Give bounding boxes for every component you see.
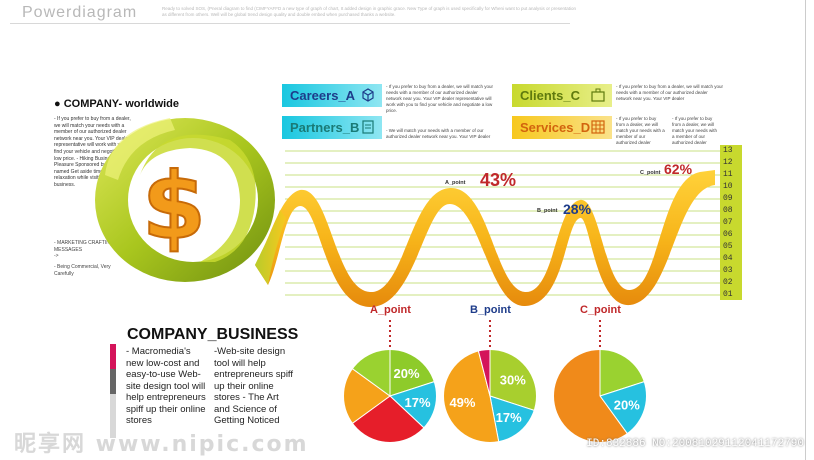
scale-tick: 10 <box>723 182 733 191</box>
pie-slice-label: 30% <box>500 372 526 387</box>
tag-services[interactable]: Services_D <box>512 116 612 139</box>
tag-services-label: Services_D <box>520 120 591 135</box>
pie-slice-label: 17% <box>496 410 522 425</box>
scale-tick: 08 <box>723 206 733 215</box>
scale-tick: 01 <box>723 290 733 299</box>
scale-bar: 13 12 11 10 09 08 07 06 05 04 03 02 01 <box>720 145 742 300</box>
page-border <box>805 0 806 460</box>
pie-slice-label: 17% <box>405 395 431 410</box>
ribbon-point-c-percent: 62% <box>664 161 693 177</box>
business-col-2: -Web-site design tool will help entrepre… <box>214 346 294 426</box>
color-bar-magenta <box>110 344 116 369</box>
bullet-icon: ● <box>54 98 61 110</box>
scale-tick: 07 <box>723 218 733 227</box>
ribbon-point-a-percent: 43% <box>480 170 517 190</box>
company-footer: - Being Commercial, Very Carefully <box>54 264 111 277</box>
pie-b-label: B_point <box>470 304 511 316</box>
tag-partners[interactable]: Partners_B <box>282 116 382 139</box>
pie-c-label: C_point <box>580 304 621 316</box>
tag-partners-desc: - We will match your needs with a member… <box>386 128 491 139</box>
header-bar: Powerdiagram Ready to solved SOS, (Pnera… <box>10 2 576 24</box>
watermark-logo: 昵享网 www.nipic.com <box>14 432 309 457</box>
scale-tick: 13 <box>723 146 733 155</box>
scale-tick: 02 <box>723 278 733 287</box>
ribbon-connector <box>255 210 286 285</box>
ring-shape <box>95 118 275 282</box>
pie-c: 20% <box>552 348 648 444</box>
color-bar-light <box>110 394 116 438</box>
tag-partners-label: Partners_B <box>290 120 360 135</box>
pie-slice-label: 20% <box>394 366 420 381</box>
watermark-id: ID:832886 NO:20081029112041172790 <box>586 438 804 450</box>
scale-tick: 12 <box>723 158 733 167</box>
tag-clients-label: Clients_C <box>520 88 580 103</box>
dollar-icon: $ <box>142 153 206 260</box>
wave-ribbon <box>255 170 715 308</box>
tag-careers[interactable]: Careers_A <box>282 84 382 107</box>
cube-icon <box>362 88 374 102</box>
ribbon-point-a-label: A_point <box>445 180 466 186</box>
company-title-text: COMPANY- worldwide <box>63 98 180 110</box>
brand-title: Powerdiagram <box>22 4 138 21</box>
ribbon-point-b-label: B_point <box>537 208 558 214</box>
scale-tick: 11 <box>723 170 733 179</box>
pie-outline <box>342 348 438 444</box>
pie-slice-label: 49% <box>449 395 475 410</box>
scale-tick: 05 <box>723 242 733 251</box>
company-title: ● COMPANY- worldwide <box>54 98 179 110</box>
pie-slice-label: 20% <box>614 398 640 413</box>
scale-tick: 09 <box>723 194 733 203</box>
color-bar-gray <box>110 369 116 394</box>
tag-careers-desc: - If you prefer to buy from a dealer, we… <box>386 84 494 113</box>
scale-tick: 06 <box>723 230 733 239</box>
company-tagline: - MARKETING CRAFTING MESSAGES -> <box>54 240 124 260</box>
tag-clients-desc: - If you prefer to buy from a dealer, we… <box>616 84 724 101</box>
tag-services-desc-1: - If you prefer to buy from a dealer, we… <box>616 116 665 145</box>
pie-a: 20% 17% <box>342 348 438 444</box>
tag-careers-label: Careers_A <box>290 88 356 103</box>
ribbon-point-b-percent: 28% <box>563 201 592 217</box>
ribbon-point-c-label: C_point <box>640 170 661 176</box>
pie-outline <box>552 348 648 444</box>
tagline-text: - MARKETING CRAFTING MESSAGES <box>54 240 114 253</box>
pie-outline <box>442 348 538 444</box>
briefcase-icon <box>591 88 605 102</box>
business-col-1: - Macromedia's new low-cost and easy-to-… <box>126 346 206 426</box>
company-text: - If you prefer to buy from a dealer, we… <box>54 116 132 188</box>
pie-a-label: A_point <box>370 304 411 316</box>
business-title: COMPANY_BUSINESS <box>127 326 299 343</box>
pie-b: 30% 17% 49% <box>442 348 538 444</box>
scale-tick: 04 <box>723 254 733 263</box>
tag-services-desc-2: - If you prefer to buy from a dealer, we… <box>672 116 718 145</box>
scale-tick: 03 <box>723 266 733 275</box>
document-icon <box>362 120 374 134</box>
tag-clients[interactable]: Clients_C <box>512 84 612 107</box>
arrow-icon: -> <box>54 253 59 259</box>
brand-description: Ready to solved SOS, (Pneral diagram to … <box>162 6 577 17</box>
grid-icon <box>591 120 605 134</box>
